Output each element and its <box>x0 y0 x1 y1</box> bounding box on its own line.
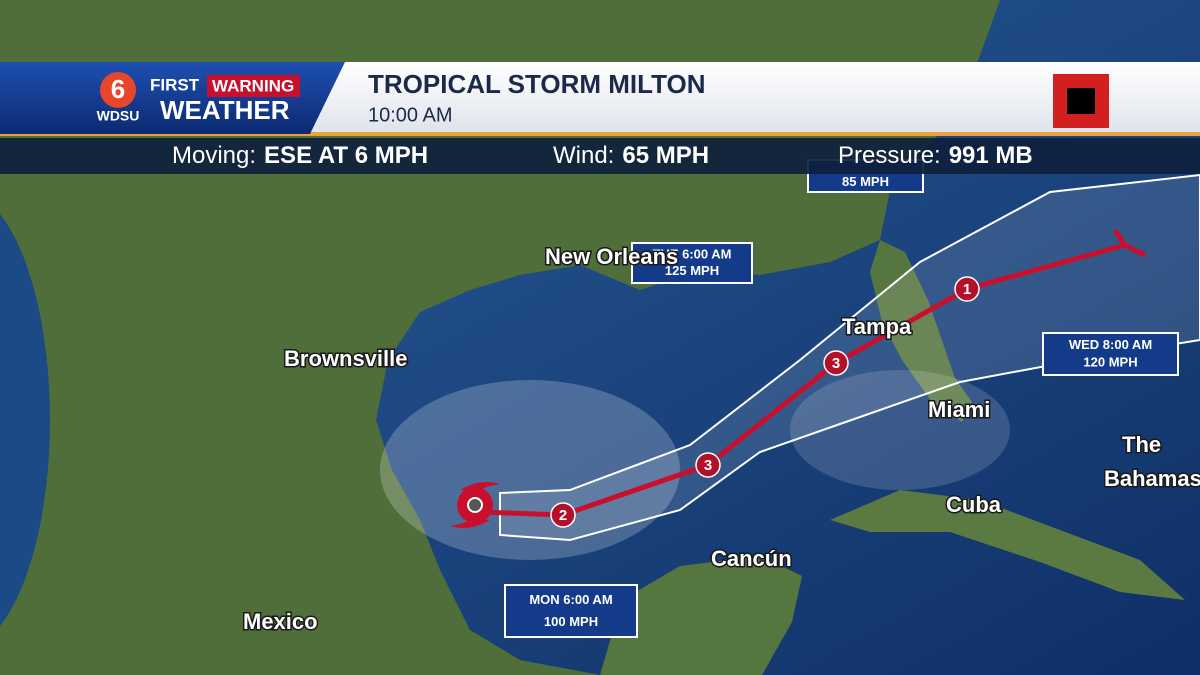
land-cuba <box>830 490 1185 600</box>
place-label: Bahamas <box>1104 466 1200 491</box>
stat-label: Moving: <box>172 142 256 169</box>
place-label: Mexico <box>243 609 318 634</box>
place-label: Cancún <box>711 546 792 571</box>
track-category: 3 <box>832 355 840 372</box>
clouds <box>380 380 680 560</box>
forecast-box <box>631 242 753 284</box>
forecast-wind: 125 MPH <box>665 263 719 278</box>
stat: Wind: 65 MPH <box>553 142 709 169</box>
stat-value: 65 MPH <box>622 142 709 169</box>
logo-number: 6 <box>111 74 125 104</box>
place-label: New Orleans <box>545 244 678 269</box>
storm-title: TROPICAL STORM MILTON <box>368 69 706 99</box>
forecast-wind: 85 MPH <box>842 174 889 189</box>
storm-icon <box>450 482 500 528</box>
forecast-box <box>1042 332 1179 376</box>
stat-label: Pressure: <box>838 142 941 169</box>
track-category: 2 <box>559 507 567 524</box>
pacific <box>0 213 50 627</box>
stats-bar <box>0 138 1200 174</box>
track-category: 1 <box>963 281 971 298</box>
track-marker <box>954 276 980 302</box>
logo-weather: WEATHER <box>160 95 290 125</box>
place-label: Miami <box>928 397 990 422</box>
alert-icon-inner <box>1067 88 1095 114</box>
forecast-box <box>504 584 638 638</box>
place-label: Tampa <box>842 314 912 339</box>
storm-time: 10:00 AM <box>368 104 453 126</box>
logo-brand: WDSU <box>97 108 140 124</box>
track-marker <box>550 502 576 528</box>
track-marker <box>695 452 721 478</box>
header-accent <box>0 132 1200 136</box>
stat-value: ESE AT 6 MPH <box>264 142 428 169</box>
place-label: Brownsville <box>284 346 407 371</box>
stat: Pressure: 991 MB <box>838 142 1033 169</box>
stat-value: 991 MB <box>949 142 1033 169</box>
forecast-track <box>479 242 1126 518</box>
place-label: The <box>1122 432 1161 457</box>
forecast-wind: 120 MPH <box>1083 355 1137 370</box>
logo-warning: WARNING <box>212 76 294 95</box>
logo-circle <box>100 72 136 108</box>
forecast-time: TUE 6:00 AM <box>653 246 732 261</box>
track-marker <box>823 350 849 376</box>
stat-label: Wind: <box>553 142 614 169</box>
track-category: 3 <box>704 457 712 474</box>
clouds <box>790 370 1010 490</box>
forecast-time: WED 8:00 AM <box>1069 337 1152 352</box>
place-label: Cuba <box>946 492 1002 517</box>
forecast-wind: 100 MPH <box>544 614 598 629</box>
land-florida <box>870 240 972 422</box>
logo-warning-bg <box>207 75 300 97</box>
track-end-marker <box>1112 228 1147 258</box>
forecast-time: MON 6:00 AM <box>529 592 612 607</box>
land-yucatan <box>600 556 802 675</box>
stat: Moving: ESE AT 6 MPH <box>172 142 428 169</box>
logo-first: FIRST <box>150 75 200 94</box>
